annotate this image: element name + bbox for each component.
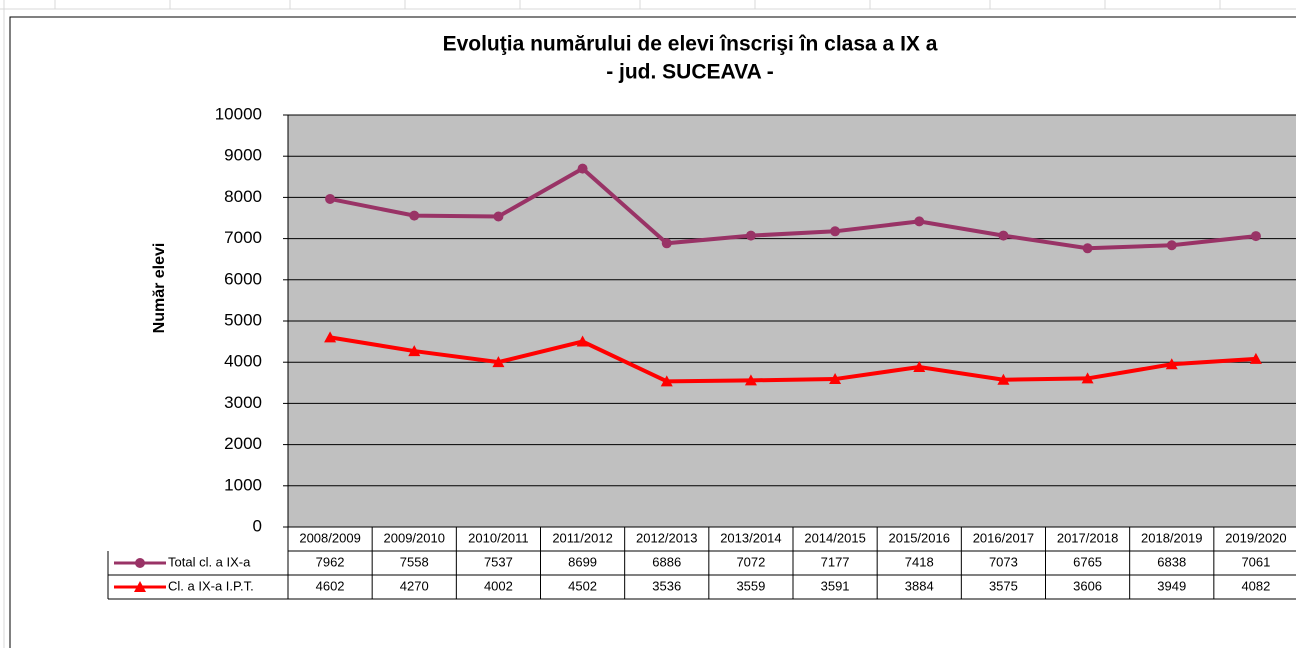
table-value: 4502 <box>568 578 597 593</box>
table-value: 6838 <box>1157 554 1186 569</box>
data-point <box>1166 240 1177 251</box>
x-tick-label: 2014/2015 <box>804 530 865 545</box>
data-point <box>325 193 336 204</box>
data-point <box>997 373 1010 385</box>
x-tick-label: 2012/2013 <box>636 530 697 545</box>
table-value: 4002 <box>484 578 513 593</box>
table-value: 7537 <box>484 554 513 569</box>
data-point <box>324 331 337 343</box>
data-point <box>1250 231 1261 242</box>
data-point <box>1249 352 1262 364</box>
data-point <box>1081 372 1094 384</box>
table-value: 7418 <box>905 554 934 569</box>
data-point <box>998 230 1009 241</box>
table-value: 4602 <box>316 578 345 593</box>
legend-marker <box>134 581 146 592</box>
y-tick-label: 0 <box>253 516 262 535</box>
table-value: 3884 <box>905 578 934 593</box>
x-tick-label: 2016/2017 <box>973 530 1034 545</box>
table-value: 7177 <box>821 554 850 569</box>
series-line <box>329 335 1257 384</box>
x-tick-label: 2013/2014 <box>720 530 781 545</box>
table-value: 7072 <box>736 554 765 569</box>
table-value: 3536 <box>652 578 681 593</box>
table-value: 3575 <box>989 578 1018 593</box>
data-point <box>493 211 504 222</box>
x-tick-label: 2017/2018 <box>1057 530 1118 545</box>
y-tick-label: 2000 <box>224 434 262 453</box>
series-line <box>329 166 1257 251</box>
data-point <box>492 356 505 368</box>
data-point <box>408 345 421 357</box>
data-point <box>660 375 673 387</box>
data-point <box>409 210 420 221</box>
table-value: 6765 <box>1073 554 1102 569</box>
x-tick-label: 2010/2011 <box>468 530 529 545</box>
y-axis-label: Număr elevi <box>151 243 168 334</box>
table-value: 3949 <box>1157 578 1186 593</box>
data-point <box>745 230 756 241</box>
data-point <box>914 216 925 227</box>
table-value: 7962 <box>316 554 345 569</box>
data-point <box>829 373 842 385</box>
data-point <box>576 335 589 347</box>
table-value: 4270 <box>400 578 429 593</box>
data-point <box>830 226 841 237</box>
data-point <box>744 374 757 386</box>
y-tick-label: 1000 <box>224 475 262 494</box>
y-tick-label: 5000 <box>224 310 262 329</box>
chart-subtitle: - jud. SUCEAVA - <box>606 61 774 84</box>
x-tick-label: 2011/2012 <box>552 530 613 545</box>
table-value: 6886 <box>652 554 681 569</box>
table-value: 3559 <box>736 578 765 593</box>
y-tick-label: 6000 <box>224 269 262 288</box>
x-tick-label: 2018/2019 <box>1141 530 1202 545</box>
table-value: 4082 <box>1241 578 1270 593</box>
x-tick-label: 2019/2020 <box>1225 530 1286 545</box>
x-tick-label: 2009/2010 <box>384 530 445 545</box>
y-tick-label: 3000 <box>224 393 262 412</box>
data-point <box>577 163 588 174</box>
y-tick-label: 10000 <box>215 104 262 123</box>
y-tick-label: 4000 <box>224 352 262 371</box>
data-point <box>661 238 672 249</box>
legend-label: Total cl. a IX-a <box>168 554 251 569</box>
legend-marker <box>135 558 145 568</box>
y-tick-label: 8000 <box>224 187 262 206</box>
table-value: 8699 <box>568 554 597 569</box>
data-point <box>913 360 926 372</box>
table-value: 7073 <box>989 554 1018 569</box>
y-tick-label: 9000 <box>224 146 262 165</box>
legend-label: Cl. a IX-a I.P.T. <box>168 578 254 593</box>
table-value: 3591 <box>821 578 850 593</box>
x-tick-label: 2015/2016 <box>889 530 950 545</box>
x-tick-label: 2008/2009 <box>299 530 360 545</box>
table-value: 7558 <box>400 554 429 569</box>
data-point <box>1082 243 1093 254</box>
data-point <box>1165 358 1178 370</box>
table-value: 3606 <box>1073 578 1102 593</box>
table-value: 7061 <box>1241 554 1270 569</box>
chart-title: Evoluţia numărului de elevi înscrişi în … <box>443 33 938 56</box>
y-tick-label: 7000 <box>224 228 262 247</box>
